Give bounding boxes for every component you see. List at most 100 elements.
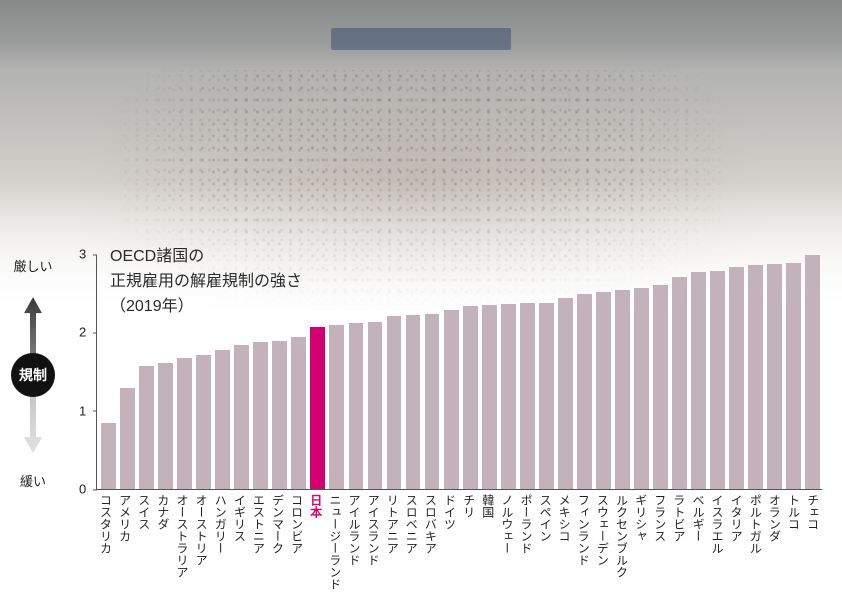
x-label-slot: イスラエル bbox=[708, 494, 727, 598]
x-label: スロバキア bbox=[424, 494, 436, 554]
bar-slot bbox=[575, 255, 594, 489]
bar bbox=[577, 294, 592, 489]
bar-slot bbox=[480, 255, 499, 489]
x-label: アイスランド bbox=[367, 494, 379, 566]
bar bbox=[368, 322, 383, 489]
bar bbox=[558, 298, 573, 489]
bar bbox=[634, 288, 649, 489]
x-label: イタリア bbox=[730, 494, 742, 542]
x-label-slot: メキシコ bbox=[555, 494, 574, 598]
x-label-slot: ラトビア bbox=[669, 494, 688, 598]
x-label: リトアニア bbox=[386, 494, 398, 554]
bar bbox=[349, 323, 364, 489]
x-label: 日本 bbox=[310, 494, 322, 518]
x-label: ベルギー bbox=[692, 494, 704, 542]
x-axis-labels: コスタリカアメリカスイスカナダオーストラリアオーストリアハンガリーイギリスエスト… bbox=[96, 494, 822, 598]
bar bbox=[748, 265, 763, 489]
x-label: ラトビア bbox=[673, 494, 685, 542]
y-tick: 1 bbox=[79, 403, 86, 418]
bar bbox=[786, 263, 801, 489]
x-label-slot: ポルトガル bbox=[746, 494, 765, 598]
bar bbox=[406, 315, 421, 489]
x-label-slot: エストニア bbox=[249, 494, 268, 598]
bar bbox=[539, 303, 554, 489]
x-label-slot: 日本 bbox=[306, 494, 325, 598]
x-label: スペイン bbox=[539, 494, 551, 542]
x-label: ギリシャ bbox=[635, 494, 647, 542]
x-label: アイルランド bbox=[348, 494, 360, 566]
x-label-slot: ニュージーランド bbox=[325, 494, 344, 598]
x-label: メキシコ bbox=[558, 494, 570, 542]
x-label-slot: フィンランド bbox=[574, 494, 593, 598]
x-label-slot: ルクセンブルク bbox=[612, 494, 631, 598]
bar bbox=[805, 255, 820, 489]
bar-slot bbox=[365, 255, 384, 489]
bar-slot bbox=[803, 255, 822, 489]
x-label-slot: イタリア bbox=[727, 494, 746, 598]
bar-slot bbox=[518, 255, 537, 489]
bar-slot bbox=[404, 255, 423, 489]
x-label: フランス bbox=[654, 494, 666, 542]
bar-slot bbox=[384, 255, 403, 489]
bar bbox=[158, 363, 173, 489]
x-label-slot: オーストラリア bbox=[172, 494, 191, 598]
x-label: ニュージーランド bbox=[329, 494, 341, 590]
bar-slot bbox=[423, 255, 442, 489]
regulation-axis-annotation: 厳しい 規制 緩い bbox=[8, 260, 58, 490]
x-label: チェコ bbox=[807, 494, 819, 530]
axis-badge: 規制 bbox=[11, 353, 55, 397]
x-label-slot: オーストリア bbox=[192, 494, 211, 598]
x-label: ドイツ bbox=[444, 494, 456, 530]
bar bbox=[672, 277, 687, 489]
bar-slot bbox=[556, 255, 575, 489]
x-label: 韓国 bbox=[482, 494, 494, 518]
bar bbox=[291, 337, 306, 489]
bar bbox=[710, 271, 725, 489]
y-tick: 3 bbox=[79, 247, 86, 262]
chart-title-line1: OECD諸国の bbox=[110, 248, 204, 265]
bar-slot bbox=[537, 255, 556, 489]
bar bbox=[729, 267, 744, 489]
x-label: デンマーク bbox=[272, 494, 284, 554]
bar bbox=[691, 272, 706, 489]
y-tick: 0 bbox=[79, 482, 86, 497]
axis-top-label: 厳しい bbox=[13, 260, 52, 275]
bar bbox=[234, 345, 249, 489]
bar-slot bbox=[308, 255, 327, 489]
bar bbox=[101, 423, 116, 489]
bar bbox=[329, 325, 344, 489]
x-label: ポーランド bbox=[520, 494, 532, 554]
axis-arrow: 規制 bbox=[8, 275, 58, 475]
x-label-slot: アメリカ bbox=[115, 494, 134, 598]
bar-slot bbox=[746, 255, 765, 489]
x-label: フィンランド bbox=[577, 494, 589, 566]
x-label: ポルトガル bbox=[749, 494, 761, 554]
x-label-slot: ノルウェー bbox=[497, 494, 516, 598]
x-label: イギリス bbox=[233, 494, 245, 542]
x-label: コスタリカ bbox=[100, 494, 112, 554]
bar-slot bbox=[613, 255, 632, 489]
bar-slot bbox=[461, 255, 480, 489]
x-label: スイス bbox=[138, 494, 150, 530]
x-label: エストニア bbox=[252, 494, 264, 554]
bar bbox=[425, 314, 440, 490]
bar bbox=[139, 366, 154, 489]
bar bbox=[215, 350, 230, 489]
bar bbox=[387, 316, 402, 489]
x-label: チリ bbox=[463, 494, 475, 518]
x-label: アメリカ bbox=[119, 494, 131, 542]
x-label: オーストリア bbox=[195, 494, 207, 566]
bar-slot bbox=[346, 255, 365, 489]
bar bbox=[272, 341, 287, 489]
bar-slot bbox=[708, 255, 727, 489]
x-label-slot: チリ bbox=[459, 494, 478, 598]
x-label: ハンガリー bbox=[214, 494, 226, 554]
bar-slot bbox=[670, 255, 689, 489]
bar-highlight bbox=[310, 327, 325, 489]
x-label-slot: コスタリカ bbox=[96, 494, 115, 598]
x-label-slot: デンマーク bbox=[268, 494, 287, 598]
bar bbox=[482, 305, 497, 489]
x-label: オーストラリア bbox=[176, 494, 188, 578]
bar bbox=[120, 388, 135, 489]
x-label-slot: アイルランド bbox=[344, 494, 363, 598]
